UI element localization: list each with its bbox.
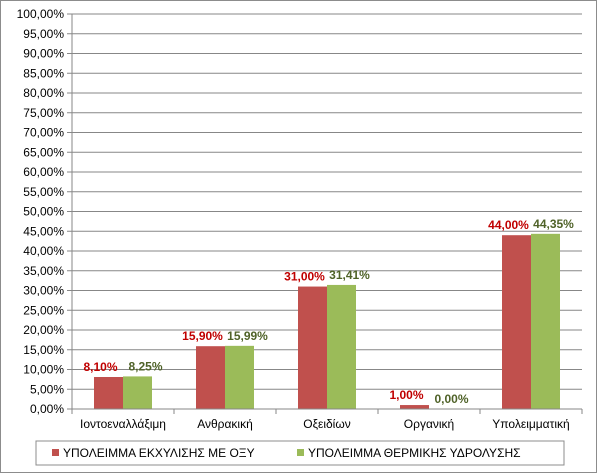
legend-label: ΥΠΟΛΕΙΜΜΑ ΘΕΡΜΙΚΗΣ ΥΔΡΟΛΥΣΗΣ xyxy=(308,446,521,460)
y-tick-label: 95,00% xyxy=(23,27,64,41)
bar-acid-extraction xyxy=(298,286,327,409)
bar-thermal-hydrolysis xyxy=(327,284,356,409)
legend-swatch xyxy=(297,449,304,456)
y-tick-label: 20,00% xyxy=(23,323,64,337)
data-label: 8,10% xyxy=(83,360,117,374)
y-tick-label: 65,00% xyxy=(23,145,64,159)
data-label: 15,90% xyxy=(182,329,223,343)
data-label: 8,25% xyxy=(128,359,162,373)
bar-thermal-hydrolysis xyxy=(531,233,560,409)
x-category-label: Ιοντοεναλλάξιμη xyxy=(80,417,166,431)
x-category-label: Υπολειμματική xyxy=(492,417,569,431)
data-label: 31,41% xyxy=(329,268,370,282)
data-label: 1,00% xyxy=(389,388,423,402)
y-tick-label: 35,00% xyxy=(23,264,64,278)
axes xyxy=(67,13,583,414)
data-label: 44,35% xyxy=(533,217,574,231)
x-axis-category-labels: Ιοντοεναλλάξιμη Ανθρακική Οξειδίων Οργανική… xyxy=(80,417,570,431)
legend: ΥΠΟΛΕΙΜΜΑ ΕΚΧΥΛΙΣΗΣ ΜΕ ΟΞΥ ΥΠΟΛΕΙΜΜΑ ΘΕΡΜ… xyxy=(35,440,565,466)
y-tick-label: 80,00% xyxy=(23,86,64,100)
y-tick-label: 90,00% xyxy=(23,47,64,61)
legend-swatch xyxy=(52,449,59,456)
y-tick-label: 100,00% xyxy=(17,7,65,21)
data-label: 0,00% xyxy=(434,392,468,406)
x-category-label: Οργανική xyxy=(404,417,454,431)
y-tick-label: 5,00% xyxy=(30,382,64,396)
y-tick-label: 75,00% xyxy=(23,106,64,120)
y-tick-label: 30,00% xyxy=(23,284,64,298)
legend-label: ΥΠΟΛΕΙΜΜΑ ΕΚΧΥΛΙΣΗΣ ΜΕ ΟΞΥ xyxy=(63,446,255,460)
y-tick-label: 50,00% xyxy=(23,205,64,219)
y-tick-label: 10,00% xyxy=(23,363,64,377)
data-label: 44,00% xyxy=(488,218,529,232)
bars xyxy=(94,233,560,409)
bar-thermal-hydrolysis xyxy=(123,376,152,409)
data-labels: 8,10% 8,25% 15,90% 15,99% 31,00% 31,41% 1,00% 0… xyxy=(83,217,574,406)
y-tick-label: 85,00% xyxy=(23,66,64,80)
x-category-label: Ανθρακική xyxy=(197,417,253,431)
bar-acid-extraction xyxy=(196,346,225,409)
y-tick-label: 70,00% xyxy=(23,126,64,140)
x-category-label: Οξειδίων xyxy=(303,417,350,431)
y-tick-label: 60,00% xyxy=(23,165,64,179)
data-label: 15,99% xyxy=(227,329,268,343)
y-tick-label: 45,00% xyxy=(23,224,64,238)
bar-acid-extraction xyxy=(400,405,429,409)
y-axis-tick-labels: 0,00% 5,00% 10,00% 15,00% 20,00% 25,00% 30,00%… xyxy=(17,7,65,416)
bar-acid-extraction xyxy=(94,377,123,409)
data-label: 31,00% xyxy=(284,270,325,284)
y-tick-label: 15,00% xyxy=(23,343,64,357)
y-tick-label: 25,00% xyxy=(23,303,64,317)
gridlines xyxy=(72,13,582,390)
bar-thermal-hydrolysis xyxy=(225,345,254,409)
y-tick-label: 55,00% xyxy=(23,185,64,199)
bar-acid-extraction xyxy=(502,235,531,409)
y-tick-label: 40,00% xyxy=(23,244,64,258)
y-tick-label: 0,00% xyxy=(30,402,64,416)
